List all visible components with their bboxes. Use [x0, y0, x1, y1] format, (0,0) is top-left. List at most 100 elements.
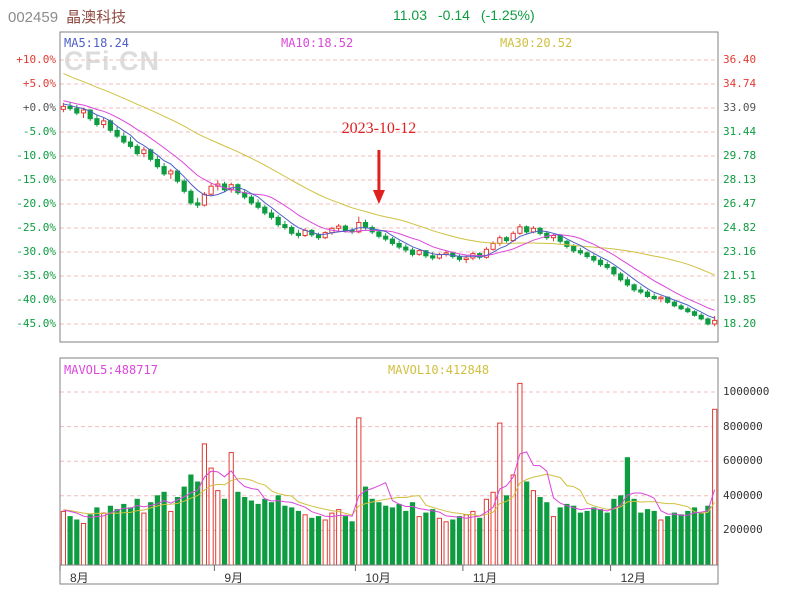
- price-change: -0.14: [438, 7, 470, 23]
- candlestick: [524, 226, 530, 233]
- month-label: 11月: [472, 571, 498, 585]
- volume-bar: [537, 497, 543, 566]
- volume-bar: [463, 514, 469, 566]
- volume-axis-label: 1000000: [723, 385, 770, 398]
- volume-bar: [530, 490, 536, 566]
- volume-bar: [450, 519, 456, 566]
- month-label: 10月: [365, 571, 391, 585]
- volume-bar: [60, 510, 66, 566]
- volume-bar: [443, 521, 449, 566]
- volume-bar: [685, 510, 691, 566]
- left-axis-label: -45.0%: [16, 317, 56, 330]
- volume-bar: [174, 497, 181, 566]
- candlestick: [383, 235, 389, 240]
- candlestick: [315, 234, 322, 239]
- volume-bar: [524, 481, 530, 566]
- volume-bar: [168, 510, 174, 566]
- candlestick: [503, 237, 510, 242]
- price-change-percent: (-1.25%): [480, 7, 535, 23]
- volume-bar: [638, 512, 644, 566]
- volume-bar: [349, 521, 355, 566]
- volume-bar: [228, 452, 234, 566]
- right-axis-label: 33.09: [723, 101, 757, 114]
- candlestick: [389, 238, 395, 245]
- candlestick: [403, 246, 409, 251]
- mavol5-label: MAVOL5:488717: [64, 363, 158, 377]
- candlestick: [195, 202, 201, 206]
- volume-bar: [389, 507, 395, 566]
- candlestick: [584, 252, 590, 257]
- volume-bar: [248, 500, 255, 566]
- left-axis-label: -15.0%: [16, 173, 56, 186]
- candlestick: [678, 305, 684, 310]
- candlestick: [248, 196, 255, 204]
- candlestick: [564, 240, 570, 247]
- candlestick: [268, 212, 275, 218]
- candlestick: [282, 224, 288, 229]
- volume-bar: [336, 509, 342, 566]
- candlestick: [571, 245, 577, 252]
- candlestick: [490, 243, 496, 250]
- volume-bar: [557, 507, 563, 566]
- volume-bar: [215, 490, 221, 566]
- ma30-label: MA30:20.52: [500, 36, 573, 50]
- volume-bar: [262, 498, 268, 566]
- candlestick: [201, 193, 208, 206]
- volume-bar: [456, 516, 463, 566]
- candlestick: [671, 301, 677, 307]
- volume-bar: [416, 516, 422, 566]
- candlestick: [127, 141, 134, 147]
- volume-bar: [87, 514, 93, 566]
- candlestick: [67, 105, 73, 110]
- volume-bar: [477, 517, 483, 566]
- volume-bar: [671, 512, 677, 566]
- candlestick: [168, 170, 174, 175]
- volume-bar: [564, 503, 570, 566]
- candlestick: [517, 226, 523, 234]
- volume-bar: [584, 510, 590, 566]
- volume-bar: [201, 443, 208, 566]
- volume-bar: [101, 512, 107, 566]
- right-axis-label: 34.74: [723, 77, 757, 90]
- volume-bar: [691, 507, 698, 566]
- volume-bar: [302, 514, 308, 566]
- volume-axis-label: 800000: [723, 419, 763, 433]
- quote: 11.03 -0.14 (-1.25%): [393, 7, 535, 23]
- volume-bar: [322, 519, 328, 566]
- right-axis-label: 31.44: [723, 125, 757, 138]
- candlestick: [604, 264, 610, 268]
- candlestick: [611, 266, 617, 275]
- volume-bar: [423, 512, 429, 566]
- volume-bar: [295, 510, 301, 566]
- right-axis-label: 36.40: [723, 53, 757, 66]
- candlestick: [456, 256, 463, 260]
- candlestick: [685, 308, 691, 313]
- volume-bar: [362, 486, 369, 566]
- volume-bar: [208, 467, 214, 566]
- volume-axis-label: 600000: [723, 454, 763, 468]
- volume-bar: [369, 498, 375, 566]
- candlestick: [80, 109, 87, 114]
- right-axis-label: 28.13: [723, 173, 757, 186]
- volume-bar: [550, 516, 557, 566]
- volume-bar: [597, 509, 604, 566]
- left-axis-label: -20.0%: [16, 197, 56, 210]
- month-label: 9月: [224, 571, 244, 585]
- volume-bar: [329, 512, 335, 566]
- volume-bar: [121, 503, 127, 566]
- volume-bar: [134, 498, 140, 566]
- candlestick: [154, 158, 161, 168]
- volume-bar: [161, 491, 167, 566]
- candlestick: [409, 249, 416, 255]
- volume-bar: [114, 509, 120, 566]
- candlestick: [60, 105, 66, 110]
- candlestick: [362, 222, 369, 229]
- candlestick: [94, 118, 100, 125]
- candlestick: [101, 120, 107, 126]
- volume-bar: [275, 495, 281, 566]
- candlestick: [87, 109, 93, 120]
- volume-bar: [376, 502, 382, 566]
- stock-code: 002459: [8, 9, 59, 26]
- candlestick: [74, 108, 80, 114]
